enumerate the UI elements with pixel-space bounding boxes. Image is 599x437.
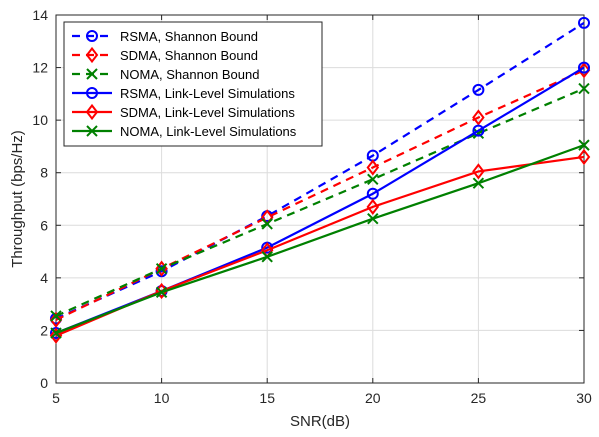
series-group (49, 16, 591, 344)
x-axis-title: SNR(dB) (290, 413, 350, 430)
x-tick-label: 5 (52, 390, 60, 406)
legend-label: NOMA, Shannon Bound (120, 67, 259, 82)
series-line (55, 87, 585, 317)
legend-label: RSMA, Shannon Bound (120, 29, 258, 44)
marker-x (472, 177, 485, 189)
legend-label: SDMA, Link-Level Simulations (120, 105, 295, 120)
marker-x (578, 139, 590, 151)
series-6 (50, 139, 590, 339)
x-tick-label: 25 (471, 390, 487, 406)
marker-circle (578, 61, 590, 74)
y-tick-label: 8 (40, 165, 48, 181)
marker-circle (86, 87, 98, 99)
marker-diamond (366, 198, 380, 216)
marker-circle (366, 187, 379, 200)
marker-x (367, 173, 379, 185)
marker-circle (578, 16, 590, 29)
marker-diamond (472, 163, 485, 180)
y-tick-label: 0 (40, 375, 48, 391)
legend-entry: RSMA, Link-Level Simulations (72, 86, 295, 101)
marker-x (578, 82, 590, 95)
series-line (55, 21, 585, 320)
marker-x (155, 262, 168, 275)
marker-circle (472, 124, 485, 137)
y-tick-label: 6 (40, 217, 48, 233)
marker-x (50, 310, 62, 322)
x-tick-label: 30 (576, 390, 592, 406)
y-tick-label: 14 (32, 7, 48, 23)
marker-diamond (85, 103, 99, 121)
x-tick-label: 20 (365, 390, 381, 406)
legend-label: NOMA, Link-Level Simulations (120, 124, 297, 139)
y-tick-label: 12 (32, 60, 48, 76)
marker-circle (472, 83, 485, 96)
marker-x (155, 286, 168, 299)
marker-x (86, 68, 98, 80)
series-line (55, 144, 585, 335)
y-tick-label: 4 (40, 270, 48, 286)
legend-entry: SDMA, Shannon Bound (72, 46, 258, 64)
marker-diamond (85, 46, 99, 64)
marker-diamond (49, 311, 63, 329)
y-tick-label: 2 (40, 322, 48, 338)
marker-diamond (577, 62, 591, 79)
legend-entry: RSMA, Shannon Bound (72, 29, 258, 44)
series-3 (50, 82, 590, 322)
y-axis-title: Throughput (bps/Hz) (9, 130, 26, 268)
legend-entry: NOMA, Link-Level Simulations (72, 124, 297, 139)
marker-diamond (472, 109, 485, 126)
marker-x (50, 327, 62, 339)
legend-entry: SDMA, Link-Level Simulations (72, 103, 295, 121)
legend-label: RSMA, Link-Level Simulations (120, 86, 295, 101)
marker-diamond (49, 327, 63, 344)
marker-x (472, 127, 485, 139)
marker-x (367, 213, 379, 225)
x-tick-label: 15 (259, 390, 275, 406)
marker-diamond (577, 148, 591, 166)
marker-x (86, 125, 98, 137)
y-tick-label: 10 (32, 112, 48, 128)
legend: RSMA, Shannon Bound SDMA, Shannon Bound NO… (63, 21, 323, 147)
legend-entry: NOMA, Shannon Bound (72, 67, 259, 82)
marker-x (261, 218, 273, 230)
marker-diamond (366, 159, 380, 176)
marker-circle (86, 30, 98, 42)
x-tick-label: 10 (154, 390, 170, 406)
marker-x (261, 251, 273, 263)
series-line (55, 155, 585, 337)
plot-frame (55, 14, 585, 384)
series-5 (49, 148, 591, 344)
legend-box (63, 21, 323, 147)
legend-label: SDMA, Shannon Bound (120, 48, 258, 63)
axes: 5 10 15 20 25 30 0 2 4 6 8 10 12 14 (32, 7, 592, 406)
